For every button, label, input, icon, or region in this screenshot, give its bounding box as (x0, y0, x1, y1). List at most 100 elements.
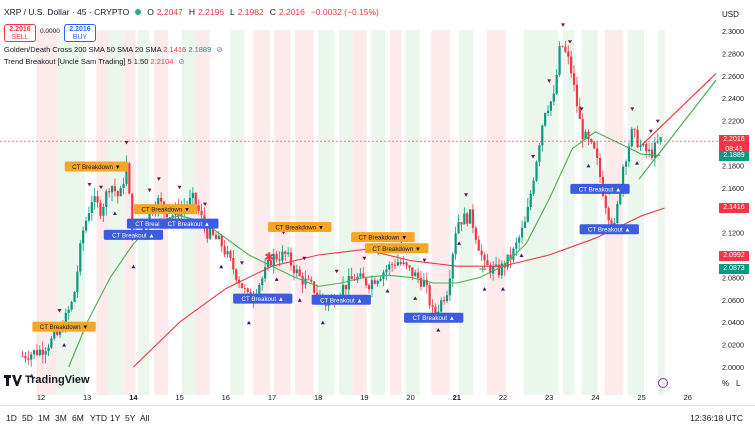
y-tick-label: 2.2800 (722, 49, 744, 58)
signal-band (68, 30, 85, 395)
candle-body (653, 142, 656, 158)
signal-band (371, 30, 386, 395)
price-tag: 2.2016 (719, 135, 749, 146)
candle-body (388, 264, 391, 270)
candle-body (284, 251, 287, 254)
candle-body (535, 161, 538, 181)
candle-body (633, 128, 636, 130)
range-all[interactable]: All (140, 413, 150, 423)
candle-body (79, 243, 82, 272)
breakout-label-box (233, 293, 293, 304)
price-tag-value: 2.0992 (723, 251, 745, 259)
sell-signal-icon (203, 202, 208, 207)
candle-body (538, 145, 541, 162)
candle-body (584, 131, 587, 140)
candle-body (636, 129, 639, 148)
candle-body (619, 191, 622, 204)
candle-body (564, 46, 567, 52)
candle-body (376, 280, 379, 284)
utc-clock[interactable]: 12:36:18 UTC (690, 413, 743, 423)
candle-body (428, 285, 431, 306)
tradingview-logo-icon (4, 374, 22, 386)
candle-body (604, 196, 607, 209)
candle-body (125, 163, 128, 185)
y-tick-label: 2.2600 (722, 72, 744, 81)
eye-off-icon[interactable]: ⊘ (178, 57, 185, 66)
range-1d[interactable]: 1D (6, 413, 17, 423)
indicator-trend-breakout[interactable]: Trend Breakout [Uncle Sam Trading] 5 1.5… (4, 57, 185, 66)
price-axis-background (718, 0, 755, 405)
x-tick-label: 18 (314, 393, 322, 402)
currency-label[interactable]: USD (722, 10, 739, 19)
eye-off-icon[interactable]: ⊘ (216, 45, 223, 54)
candle-body (84, 220, 88, 231)
sell-signal-icon (57, 309, 62, 313)
buy-button[interactable]: 2.2016 BUY (64, 24, 96, 42)
range-1y[interactable]: 1Y (110, 413, 121, 423)
buy-signal-icon (457, 241, 462, 245)
breakout-label-box (159, 218, 219, 229)
sell-signal-icon (422, 258, 427, 263)
candle-body (278, 259, 281, 261)
buy-signal-icon (436, 328, 441, 332)
range-5y[interactable]: 5Y (125, 413, 136, 423)
candle-body (108, 191, 111, 193)
candle-body (373, 280, 376, 284)
candle-body (370, 280, 374, 289)
range-3m[interactable]: 3M (55, 413, 67, 423)
candle-body (102, 207, 105, 216)
percent-scale-button[interactable]: % (722, 379, 730, 388)
candle-body (523, 221, 527, 228)
candle-body (466, 213, 469, 224)
candle-body (417, 272, 420, 278)
range-ytd[interactable]: YTD (90, 413, 107, 423)
candle-body (558, 46, 561, 75)
logo-text: TradingView (25, 374, 90, 386)
tradingview-logo: TradingView (4, 374, 90, 386)
buy-signal-icon (482, 287, 487, 291)
buy-price: 2.2016 (69, 26, 91, 33)
y-tick-label: 2.0200 (722, 341, 744, 350)
sell-signal-icon (147, 188, 152, 193)
candle-body (587, 131, 590, 140)
indicator-name: Trend Breakout [Uncle Sam Trading] 5 1.5… (4, 57, 149, 66)
candlestick-series (21, 40, 662, 367)
breakout-label-text: CT Breakout ▲ (242, 296, 284, 303)
signal-band (338, 30, 353, 395)
candle-body (87, 213, 91, 221)
candle-body (650, 149, 654, 158)
candle-body (497, 264, 501, 276)
log-scale-button[interactable]: L (736, 379, 741, 388)
candle-body (546, 110, 550, 114)
indicator-value-1: 2.1416 (163, 45, 187, 54)
breakout-label-box (268, 222, 332, 232)
indicator-golden-death-cross[interactable]: Golden/Death Cross 200 SMA 50 SMA 20 SMA… (4, 45, 223, 54)
candle-body (518, 237, 521, 243)
candle-body (315, 292, 319, 295)
candle-body (157, 197, 160, 208)
candle-body (82, 230, 85, 244)
candle-body (598, 157, 602, 177)
y-tick-label: 2.2400 (722, 94, 744, 103)
range-1m[interactable]: 1M (38, 413, 50, 423)
candle-body (445, 295, 449, 302)
sell-button[interactable]: 2.2016 SELL (4, 24, 36, 42)
candle-body (630, 128, 633, 147)
candle-body (148, 211, 151, 224)
candle-body (32, 350, 36, 355)
candle-body (451, 254, 454, 279)
candle-body (113, 186, 117, 192)
candle-body (474, 227, 477, 240)
sell-signal-icon (655, 119, 660, 124)
candle-body (500, 263, 503, 276)
signal-band (36, 30, 58, 395)
candle-body (622, 166, 625, 192)
y-tick-label: 2.3000 (722, 27, 744, 36)
candle-body (76, 271, 79, 293)
sell-signal-icon (87, 183, 92, 187)
range-6m[interactable]: 6M (72, 413, 84, 423)
candle-body (128, 163, 131, 194)
candle-body (405, 262, 408, 266)
range-5d[interactable]: 5D (22, 413, 33, 423)
